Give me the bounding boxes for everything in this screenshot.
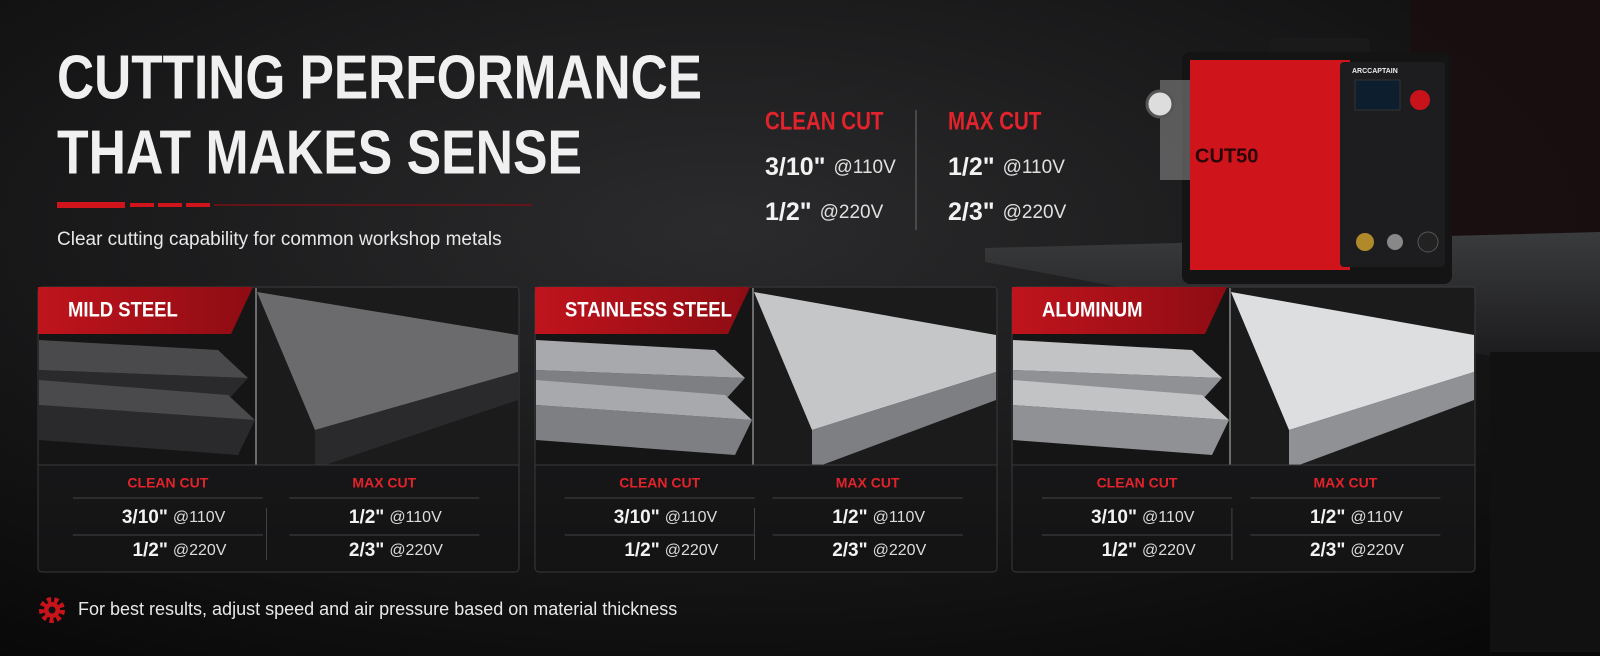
slab-top — [536, 340, 745, 378]
cut-voltage: @110V — [1003, 157, 1066, 178]
material-card: STAINLESS STEEL CLEAN CUT 3/10" @110V 1/2" @2… — [534, 286, 998, 573]
cut-value: 1/2" — [624, 540, 659, 561]
cut-voltage: @110V — [1350, 509, 1403, 526]
table-leg — [1490, 352, 1600, 652]
material-card: ALUMINUM CLEAN CUT 3/10" @110V 1/2" @220V MAX … — [1011, 286, 1476, 573]
cut-value: 1/2" — [948, 153, 995, 181]
underline-dash — [158, 203, 182, 207]
underline-dash — [186, 203, 210, 207]
gear-teeth — [39, 597, 65, 623]
subtitle: Clear cutting capability for common work… — [57, 229, 502, 250]
material-name: MILD STEEL — [68, 298, 178, 321]
title-line: CUTTING PERFORMANCE — [57, 43, 702, 112]
product-socket — [1356, 233, 1374, 251]
slab-top — [39, 380, 255, 420]
title-underline — [57, 202, 532, 208]
cut-voltage: @220V — [665, 542, 719, 559]
cut-value: 1/2" — [1102, 540, 1137, 561]
material-name: ALUMINUM — [1042, 298, 1143, 321]
title-line: THAT MAKES SENSE — [57, 118, 582, 187]
product-handle — [1270, 38, 1370, 56]
summary-row: 1/2" @220V — [765, 198, 884, 226]
summary-row: 3/10" @110V — [765, 153, 896, 181]
cut-voltage: @110V — [389, 509, 442, 526]
column-label: CLEAN CUT — [1097, 475, 1178, 491]
cut-voltage: @220V — [1142, 542, 1196, 559]
product-front — [1340, 62, 1445, 267]
closeup-top — [754, 292, 996, 430]
slab — [536, 405, 752, 455]
product-gauge — [1145, 89, 1175, 119]
cut-voltage: @110V — [873, 509, 926, 526]
gear-hole — [48, 606, 56, 614]
summary: CLEAN CUT 3/10" @110V 1/2" @220V MAX CUT 1/2" @… — [765, 107, 1067, 226]
cut-value: 2/3" — [349, 540, 384, 561]
cut-value: 3/10" — [1091, 507, 1137, 528]
product-model: CUT50 — [1195, 145, 1258, 167]
cut-value: 3/10" — [614, 507, 660, 528]
cut-voltage: @110V — [834, 157, 897, 178]
material-card: MILD STEEL CLEAN CUT 3/10" @110V 1/2" @220V MA… — [37, 286, 520, 573]
cut-value: 1/2" — [765, 198, 812, 226]
card-tab — [1012, 287, 1227, 334]
cut-voltage: @220V — [820, 202, 884, 223]
material-name: STAINLESS STEEL — [565, 298, 732, 321]
column-label: MAX CUT — [352, 475, 416, 491]
column-label: CLEAN CUT — [619, 475, 700, 491]
cut-voltage: @110V — [1142, 509, 1195, 526]
cut-voltage: @110V — [665, 509, 718, 526]
card-tab — [38, 287, 253, 334]
product-socket — [1417, 231, 1439, 253]
slab — [1013, 405, 1229, 455]
gear-icon — [39, 597, 65, 623]
summary-row: 1/2" @110V — [948, 153, 1065, 181]
product-knob — [1410, 90, 1430, 110]
cut-voltage: @220V — [173, 542, 227, 559]
summary-row: 2/3" @220V — [948, 198, 1067, 226]
underline-bar — [57, 202, 125, 208]
cut-voltage: @220V — [1003, 202, 1067, 223]
slab — [39, 405, 255, 455]
cut-voltage: @220V — [1350, 542, 1404, 559]
slab-top — [39, 340, 248, 378]
column-label: MAX CUT — [1313, 475, 1377, 491]
cut-voltage: @220V — [389, 542, 443, 559]
cut-value: 1/2" — [349, 507, 384, 528]
closeup-edge — [1289, 372, 1474, 465]
cut-value: 3/10" — [765, 153, 826, 181]
product-brand: ARCCAPTAIN — [1352, 68, 1398, 75]
cut-value: 2/3" — [832, 540, 867, 561]
column-label: CLEAN CUT — [127, 475, 208, 491]
cut-value: 3/10" — [122, 507, 168, 528]
cut-voltage: @110V — [173, 509, 226, 526]
closeup-top — [1231, 292, 1474, 430]
summary-label: CLEAN CUT — [765, 107, 883, 135]
product-image: ARCCAPTAIN CUT50 — [1145, 38, 1452, 284]
material-cards: MILD STEEL CLEAN CUT 3/10" @110V 1/2" @220V MA… — [37, 286, 1476, 573]
cut-voltage: @220V — [873, 542, 927, 559]
summary-label: MAX CUT — [948, 107, 1041, 135]
slab-top — [1013, 340, 1222, 378]
product-body — [1190, 60, 1350, 270]
column-label: MAX CUT — [836, 475, 900, 491]
cut-value: 1/2" — [832, 507, 867, 528]
slab-top — [1013, 380, 1229, 420]
product-socket — [1387, 234, 1403, 250]
closeup-edge — [315, 372, 518, 465]
underline-dash — [130, 203, 154, 207]
product-display — [1354, 79, 1401, 111]
slab-top — [536, 380, 752, 420]
cut-value: 2/3" — [948, 198, 995, 226]
cut-value: 1/2" — [1310, 507, 1345, 528]
cut-value: 1/2" — [132, 540, 167, 561]
closeup-edge — [812, 372, 996, 465]
footer-note: For best results, adjust speed and air p… — [78, 599, 677, 619]
closeup-top — [257, 292, 518, 430]
card-tab — [535, 287, 750, 334]
cut-value: 2/3" — [1310, 540, 1345, 561]
